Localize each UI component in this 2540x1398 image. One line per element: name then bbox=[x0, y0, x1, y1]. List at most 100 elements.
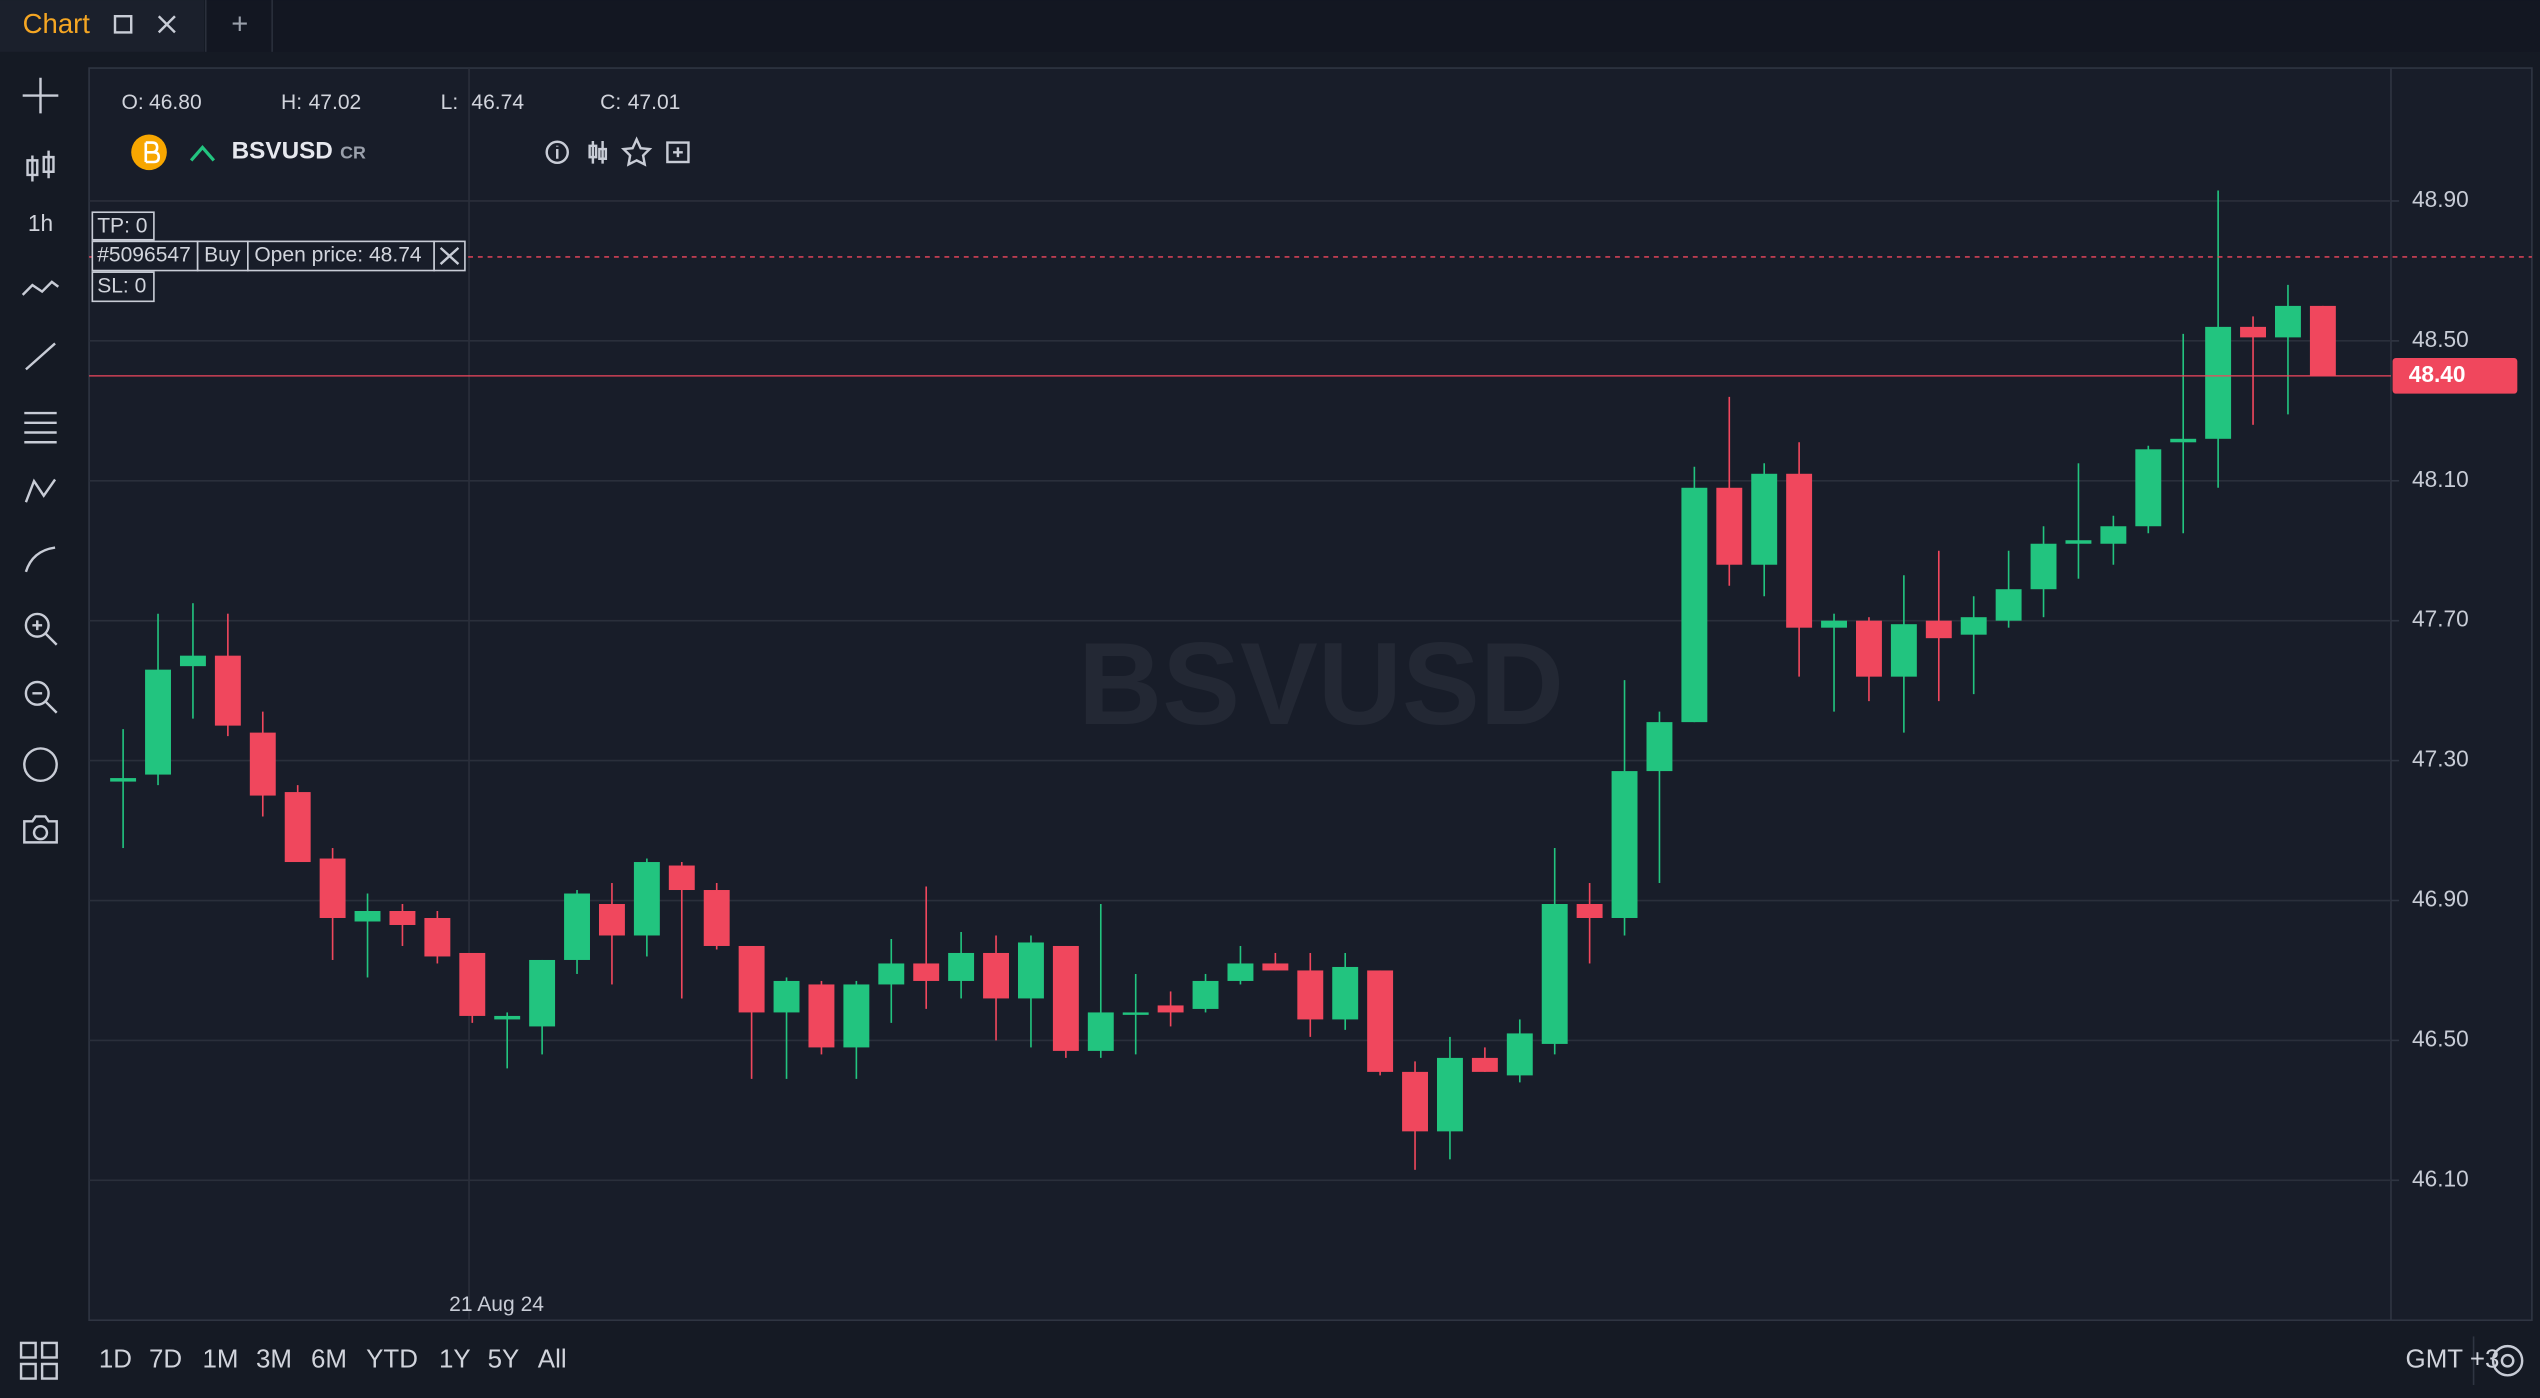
open-price-box bbox=[247, 240, 435, 272]
close-order-icon[interactable] bbox=[439, 246, 460, 265]
candle-body bbox=[145, 669, 171, 775]
x-tick-label: 21 Aug 24 bbox=[449, 1293, 544, 1316]
ohlc-legend: O: 46.80 H: 47.02 L: 46.74 C: 47.01 bbox=[121, 91, 680, 114]
candle-body bbox=[1716, 487, 1743, 565]
timezone[interactable]: GMT +3 bbox=[2406, 1346, 2500, 1374]
coin-glyph bbox=[144, 141, 161, 164]
candle-body bbox=[494, 1015, 521, 1020]
reset-tool[interactable] bbox=[23, 747, 58, 783]
zoom-in-tool[interactable] bbox=[24, 612, 50, 638]
layout-icon[interactable] bbox=[40, 1362, 58, 1380]
watermark: BSVUSD bbox=[1078, 618, 1564, 749]
candle-body bbox=[1471, 1057, 1498, 1072]
candle-body bbox=[2170, 438, 2197, 443]
candle-body bbox=[110, 778, 137, 782]
chart-type-tool[interactable] bbox=[26, 150, 55, 182]
ohlc-label: H: bbox=[281, 91, 302, 114]
candle-body bbox=[598, 904, 625, 936]
settings-icon[interactable] bbox=[2491, 1344, 2524, 1377]
order-side-box bbox=[196, 240, 249, 272]
candle-body bbox=[773, 980, 800, 1013]
interval[interactable]: 1h bbox=[28, 210, 53, 236]
candle-body bbox=[1506, 1033, 1533, 1076]
pattern-tool[interactable] bbox=[24, 478, 57, 503]
y-tick-label: 48.90 bbox=[2412, 186, 2469, 212]
candle-body bbox=[424, 917, 451, 957]
candle-body bbox=[913, 963, 940, 981]
candle-body bbox=[284, 792, 311, 863]
order-side: Buy bbox=[204, 244, 241, 267]
ohlc-value: 47.02 bbox=[309, 91, 362, 114]
ohlc-label: L: bbox=[441, 91, 459, 114]
range-button[interactable]: 6M bbox=[311, 1346, 347, 1374]
tab-bar bbox=[0, 0, 2540, 52]
candle-body bbox=[354, 910, 381, 922]
brush-tool[interactable] bbox=[24, 546, 56, 573]
range-button[interactable]: 5Y bbox=[488, 1346, 520, 1374]
candle-body bbox=[703, 890, 730, 946]
candle-body bbox=[1297, 970, 1324, 1020]
candle-body bbox=[1855, 620, 1882, 677]
info-icon[interactable] bbox=[545, 140, 569, 165]
candle-body bbox=[1436, 1057, 1463, 1132]
candle-body bbox=[1192, 980, 1219, 1009]
candle-body bbox=[843, 984, 870, 1048]
close-order-box[interactable] bbox=[433, 240, 466, 272]
tab-title[interactable]: Chart bbox=[23, 8, 91, 39]
settings-hub bbox=[2500, 1353, 2515, 1368]
take-profit[interactable]: TP: 0 bbox=[97, 214, 147, 237]
y-tick-label: 48.10 bbox=[2412, 466, 2469, 492]
range-button[interactable]: 1M bbox=[202, 1346, 238, 1374]
candle-body bbox=[983, 952, 1009, 999]
candle-body bbox=[1087, 1012, 1114, 1051]
zoom-out-handle bbox=[32, 692, 58, 714]
candle-body bbox=[2065, 540, 2092, 544]
new-tab[interactable]: + bbox=[231, 9, 248, 41]
last-price-badge bbox=[2392, 358, 2518, 394]
chart-style-icon[interactable] bbox=[588, 140, 608, 164]
symbol: BSVUSD bbox=[232, 138, 333, 165]
chart-panel bbox=[88, 67, 2533, 1322]
zoom-out-tool[interactable] bbox=[24, 680, 50, 706]
ohlc-value: 46.80 bbox=[149, 91, 202, 114]
candle-body bbox=[738, 945, 765, 1013]
candle-body bbox=[1052, 945, 1079, 1051]
stop-loss[interactable]: SL: 0 bbox=[97, 274, 146, 297]
screenshot-tool[interactable] bbox=[23, 815, 58, 844]
indicators-tool[interactable] bbox=[21, 280, 60, 296]
range-button[interactable]: 1Y bbox=[439, 1346, 471, 1374]
y-tick-label: 47.30 bbox=[2412, 746, 2469, 772]
y-tick-label: 46.10 bbox=[2412, 1165, 2469, 1191]
tab-close-icon[interactable] bbox=[157, 15, 176, 34]
screenshot-lens bbox=[32, 824, 49, 841]
candle-body bbox=[668, 865, 695, 891]
ohlc-label: C: bbox=[600, 91, 621, 114]
range-button[interactable]: 7D bbox=[149, 1346, 182, 1374]
crosshair-tool[interactable] bbox=[22, 77, 59, 114]
trendline-tool[interactable] bbox=[25, 342, 56, 371]
fib-tool[interactable] bbox=[24, 411, 57, 444]
candle-body bbox=[1821, 620, 1847, 628]
candle-body bbox=[633, 862, 660, 936]
candle-body bbox=[1262, 963, 1289, 971]
y-tick-label: 47.70 bbox=[2412, 606, 2469, 632]
range-button[interactable]: 3M bbox=[256, 1346, 292, 1374]
candle-body bbox=[2030, 543, 2057, 590]
range-button[interactable]: All bbox=[538, 1346, 567, 1374]
layout-icon[interactable] bbox=[40, 1341, 58, 1359]
layout-icon[interactable] bbox=[19, 1362, 37, 1380]
candle-body bbox=[2309, 305, 2336, 376]
tp-box[interactable] bbox=[91, 211, 155, 241]
candle-body bbox=[1890, 624, 1917, 677]
layout-icon[interactable] bbox=[19, 1341, 37, 1359]
range-button[interactable]: YTD bbox=[366, 1346, 418, 1374]
tab-detach-icon[interactable] bbox=[113, 14, 133, 34]
candle-body bbox=[1017, 942, 1044, 999]
favorite-icon[interactable] bbox=[620, 136, 653, 167]
candle-body bbox=[564, 893, 590, 960]
range-button[interactable]: 1D bbox=[99, 1346, 132, 1374]
add-icon[interactable] bbox=[666, 141, 690, 164]
sl-box[interactable] bbox=[91, 271, 155, 303]
